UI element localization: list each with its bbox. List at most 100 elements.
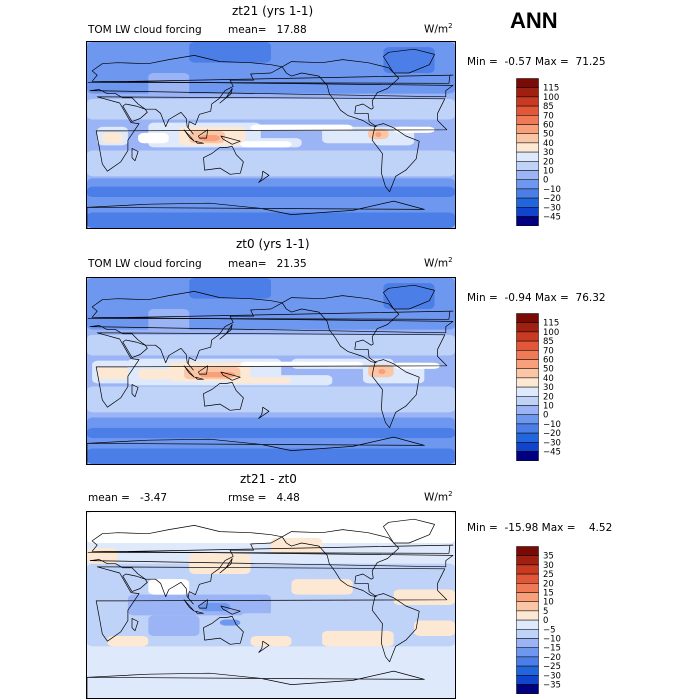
colorbar-tick-label: 0 xyxy=(543,616,548,626)
panel-2-mean-value: 21.35 xyxy=(276,258,307,270)
coastline xyxy=(87,544,454,554)
colorbar-box xyxy=(516,656,539,667)
coastline xyxy=(89,525,454,605)
colorbar-tick-label: −10 xyxy=(543,635,561,645)
colorbar-tick-label: −15 xyxy=(543,644,561,654)
colorbar-box xyxy=(516,340,539,351)
panel-3-minmax: Min = -15.98 Max = 4.52 xyxy=(467,522,612,534)
contour-region xyxy=(189,42,271,63)
colorbar-tick-label: 100 xyxy=(543,328,559,338)
contour-region xyxy=(87,386,455,413)
colorbar-tick-label: 60 xyxy=(543,356,554,366)
colorbar-tick-label: 85 xyxy=(543,337,554,347)
colorbar-tick-label: 0 xyxy=(543,411,548,421)
coastline xyxy=(195,610,204,614)
colorbar-box xyxy=(516,78,539,88)
colorbar-box xyxy=(516,161,539,171)
contour-region xyxy=(138,368,179,380)
coastline xyxy=(198,129,208,139)
colorbar-tick-label: 0 xyxy=(543,176,548,186)
coastline xyxy=(258,170,270,183)
contour-region xyxy=(219,619,241,626)
colorbar-box xyxy=(516,629,539,639)
panel-3-mean-value: -3.47 xyxy=(139,492,168,504)
coastline xyxy=(87,436,425,464)
colorbar-box xyxy=(516,386,539,397)
coastline xyxy=(281,295,400,364)
coastline xyxy=(87,670,425,698)
panel-3-rmse-value: 4.48 xyxy=(276,492,300,504)
panel-1-colorbar: 115 100 85 70 60 50 40 30 20 10 0 −10 −20 −30 −45 xyxy=(516,78,576,227)
colorbar-tick-label: −5 xyxy=(543,625,556,635)
colorbar-tick-label: −30 xyxy=(543,438,561,448)
colorbar-tick-label: −10 xyxy=(543,185,561,195)
contour-region xyxy=(199,135,220,142)
panel-1-units: W/m2 xyxy=(424,22,453,36)
colorbar-tick-label: 85 xyxy=(543,102,554,112)
colorbar-box xyxy=(516,170,539,180)
coastline xyxy=(203,382,244,411)
colorbar-tick-label: 100 xyxy=(543,93,559,103)
panel-3-max-value: 4.52 xyxy=(588,522,613,534)
contour-region xyxy=(378,368,386,375)
contour-region xyxy=(383,283,435,309)
contour-region xyxy=(107,636,149,647)
colorbar-tick-label: −20 xyxy=(543,194,561,204)
coastline xyxy=(122,339,148,358)
colorbar-box xyxy=(516,96,539,107)
panel-2-mean: mean= 21.35 xyxy=(228,258,307,270)
contour-region xyxy=(250,636,292,647)
coastline xyxy=(195,140,204,144)
panel-3-map-field xyxy=(87,512,455,698)
contour-region xyxy=(87,667,455,678)
panel-1-minmax: Min = -0.57 Max = 71.25 xyxy=(467,56,606,68)
coastline xyxy=(258,406,270,419)
panel-2-units-base: W/m xyxy=(424,257,449,270)
coastline xyxy=(281,59,400,128)
colorbar-tick-label: 115 xyxy=(543,84,559,94)
colorbar-box xyxy=(516,124,539,134)
colorbar-tick-label: −30 xyxy=(543,671,561,681)
coastline xyxy=(131,148,139,162)
panel-3-min-value: -15.98 xyxy=(504,522,539,534)
coastline xyxy=(281,529,400,598)
coastline xyxy=(383,48,435,74)
colorbar-tick-label: 5 xyxy=(543,607,548,617)
panel-1-variable: TOM LW cloud forcing xyxy=(88,24,202,36)
panel-3-mean-label: mean = xyxy=(88,492,130,504)
coastline xyxy=(183,599,195,612)
colorbar-box xyxy=(516,216,539,226)
colorbar-tick-label: 20 xyxy=(543,579,554,589)
panel-3-title: zt21 - zt0 xyxy=(240,472,297,486)
colorbar-tick-label: 10 xyxy=(543,167,554,177)
contour-region xyxy=(189,278,271,299)
panel-3-rmse: rmse = 4.48 xyxy=(228,492,300,504)
contour-region xyxy=(414,620,455,636)
colorbar-box xyxy=(516,142,539,153)
colorbar-tick-label: 25 xyxy=(543,570,554,580)
contour-region xyxy=(148,73,190,99)
panel-2-mean-label: mean= xyxy=(228,258,267,270)
contour-region xyxy=(375,131,382,138)
colorbar-box xyxy=(516,592,539,602)
colorbar-box xyxy=(516,675,539,685)
colorbar-tick-label: 70 xyxy=(543,346,554,356)
coastline xyxy=(95,566,448,642)
coastline xyxy=(371,359,420,429)
colorbar-box xyxy=(516,359,539,369)
panel-3-colorbar: 35 30 25 20 15 10 5 0 −5 −10 −15 −20 −25 −30 −35 xyxy=(516,546,576,695)
colorbar-tick-label: −30 xyxy=(543,203,561,213)
coastline xyxy=(87,200,425,228)
colorbar-tick-label: 60 xyxy=(543,121,554,131)
contour-region xyxy=(189,553,251,574)
contour-region xyxy=(322,126,384,144)
season-label: ANN xyxy=(510,8,558,33)
colorbar-box xyxy=(516,405,539,415)
coastline xyxy=(87,74,454,84)
colorbar-tick-label: 115 xyxy=(543,319,559,329)
coastline xyxy=(371,593,420,663)
panel-2-min-value: -0.94 xyxy=(504,292,532,304)
colorbar-box xyxy=(516,396,539,406)
